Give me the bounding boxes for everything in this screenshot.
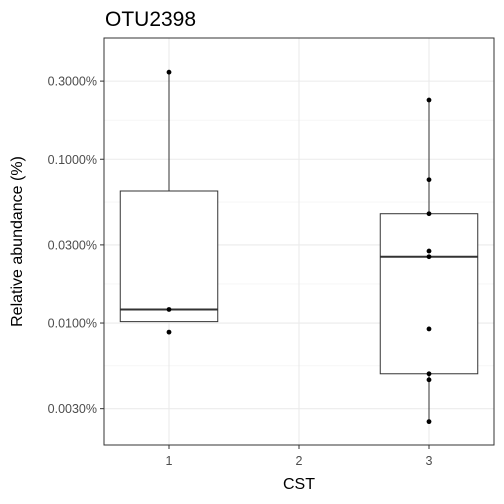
y-axis-title: Relative abundance (%) bbox=[9, 156, 26, 327]
data-point bbox=[426, 248, 432, 254]
x-tick-label: 1 bbox=[166, 454, 173, 468]
data-point bbox=[426, 211, 432, 217]
data-point bbox=[426, 97, 432, 103]
data-point bbox=[426, 377, 432, 383]
data-point bbox=[426, 371, 432, 377]
y-tick-label: 0.1000% bbox=[48, 153, 97, 167]
points-layer bbox=[166, 69, 432, 425]
data-point bbox=[426, 177, 432, 183]
y-tick-label: 0.0300% bbox=[48, 238, 97, 252]
x-tick-label: 2 bbox=[296, 454, 303, 468]
box-iqr bbox=[379, 213, 479, 375]
data-point bbox=[166, 307, 172, 312]
y-tick-label: 0.3000% bbox=[48, 75, 97, 89]
data-point bbox=[166, 69, 172, 75]
y-tick-label: 0.0030% bbox=[48, 402, 97, 416]
x-tick-label: 3 bbox=[426, 454, 433, 468]
data-point bbox=[166, 329, 172, 335]
data-point bbox=[426, 326, 432, 332]
y-axis: 0.0030% 0.0100% 0.0300% 0.1000% 0.3000% bbox=[48, 75, 104, 416]
x-axis-title: CST bbox=[283, 476, 315, 493]
data-point bbox=[426, 419, 432, 425]
chart-title: OTU2398 bbox=[105, 8, 197, 31]
box-1 bbox=[119, 72, 219, 323]
data-point bbox=[426, 254, 432, 260]
box-iqr bbox=[119, 190, 219, 323]
boxes-layer bbox=[119, 72, 479, 422]
y-tick-label: 0.0100% bbox=[48, 317, 97, 331]
x-axis: 1 2 3 bbox=[166, 445, 433, 468]
